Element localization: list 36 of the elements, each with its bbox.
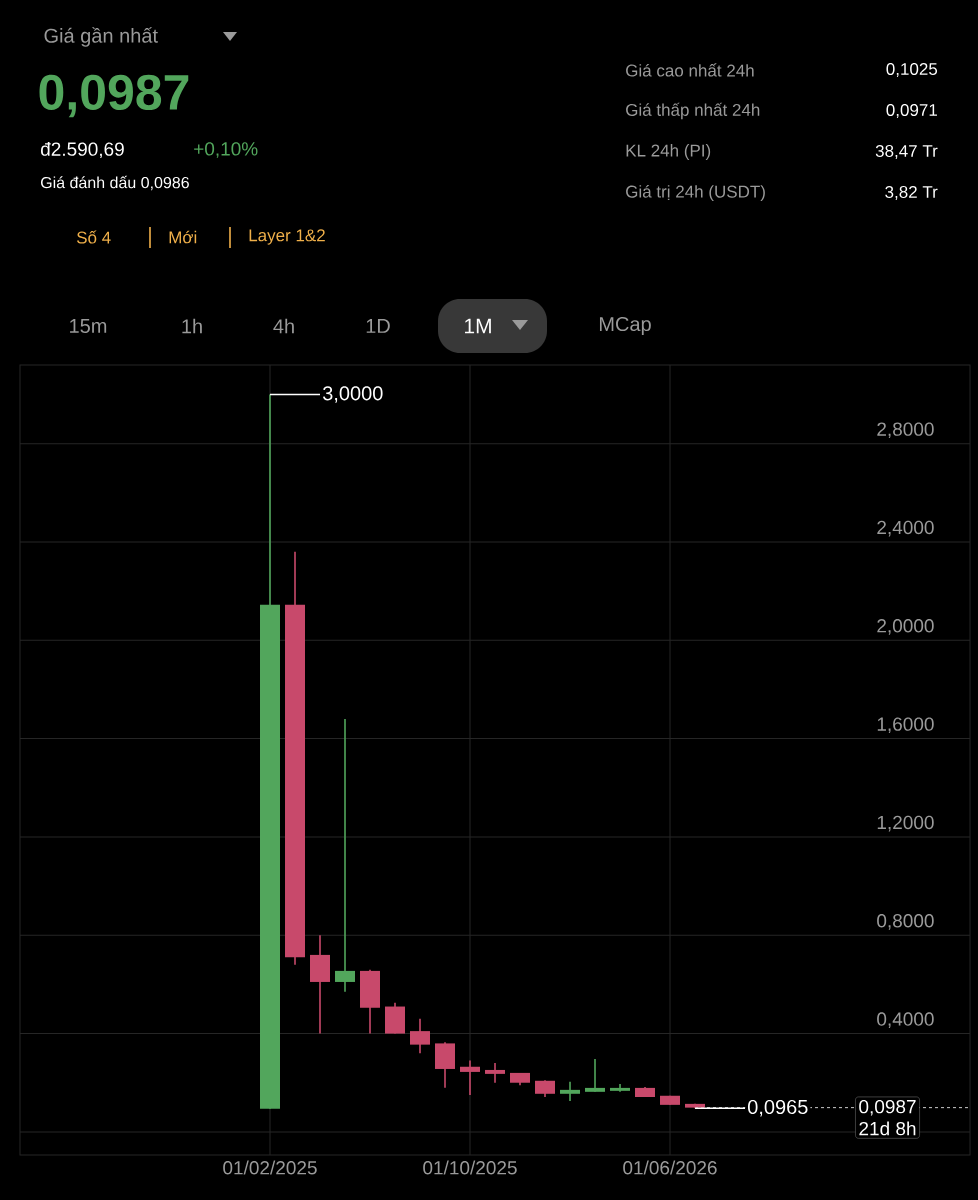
text: 3,82 Tr — [885, 185, 938, 201]
text: 1h — [182, 318, 202, 334]
annotation: 0,0965 — [747, 1099, 808, 1117]
x-tick-label: 01/10/2025 — [423, 1160, 517, 1175]
text: KL 24h (PI) — [626, 144, 711, 160]
y-tick-label: 1,2000 — [877, 815, 934, 832]
annotation: 3,0000 — [322, 386, 383, 403]
y-tick-label: 2,8000 — [877, 422, 934, 439]
text: +0,10% — [194, 142, 258, 158]
text: Mới — [169, 230, 197, 244]
y-tick-label: 2,4000 — [877, 520, 934, 537]
text: 15m — [70, 319, 107, 333]
y-tick-label: 0,8000 — [877, 914, 934, 930]
text: 1D — [366, 319, 390, 333]
text: 4h — [273, 318, 294, 334]
text: Số 4 — [76, 230, 111, 244]
text: 0,0971 — [886, 103, 937, 119]
text: 1M — [465, 318, 491, 334]
chart-subtitle: 0,0987 — [39, 74, 189, 118]
x-tick-label: 01/06/2026 — [623, 1160, 717, 1175]
text: 38,47 Tr — [875, 144, 938, 160]
text: Giá đánh dấu 0,0986 — [41, 175, 189, 191]
text: đ2.590,69 — [41, 141, 124, 159]
text: Giá cao nhất 24h — [626, 63, 754, 77]
annotation: 21d 8h — [859, 1121, 916, 1136]
text: Layer 1&2 — [249, 229, 325, 245]
text: 0,1025 — [886, 62, 938, 78]
text: Giá thấp nhất 24h — [626, 102, 760, 120]
chart-title: Giá gần nhất — [44, 27, 158, 47]
y-tick-label: 1,6000 — [877, 717, 934, 734]
text: Giá trị 24h (USDT) — [626, 184, 765, 201]
y-tick-label: 2,0000 — [877, 619, 934, 635]
y-tick-label: 0,4000 — [877, 1012, 934, 1029]
text: MCap — [599, 316, 651, 336]
x-tick-label: 01/02/2025 — [223, 1160, 317, 1175]
ref-line-label: 0,0987 — [859, 1099, 916, 1116]
